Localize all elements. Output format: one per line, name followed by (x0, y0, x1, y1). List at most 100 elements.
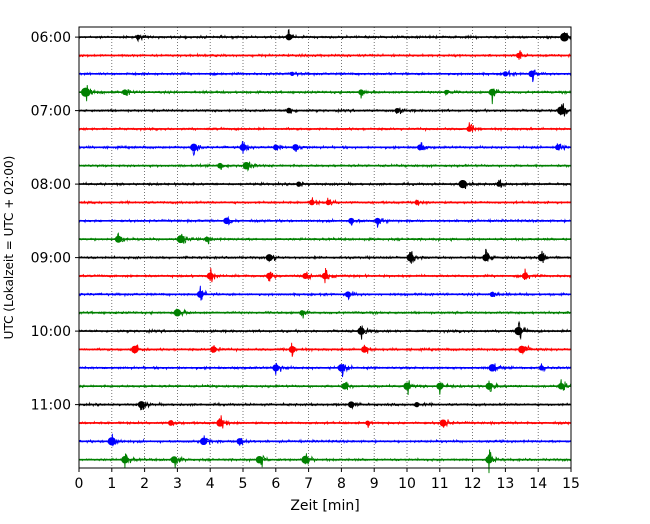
trace-waveform (78, 267, 572, 284)
event-marker (285, 33, 293, 41)
y-tick-label: 10:00 (31, 324, 71, 340)
y-tick-label: 06:00 (31, 30, 71, 46)
event-marker (482, 254, 490, 262)
event-marker (414, 402, 420, 408)
y-axis-ticks: 06:00 07:00 08:00 09:00 10:00 11:00 (31, 30, 79, 414)
trace-row-0715 (78, 122, 572, 133)
event-marker (114, 235, 122, 243)
event-marker (80, 87, 91, 97)
x-axis-ticks: 0 1 2 3 4 5 6 7 8 9 10 11 12 13 14 15 (75, 468, 580, 492)
event-marker (436, 382, 444, 390)
event-marker (485, 382, 493, 390)
seismic-traces (78, 28, 572, 474)
trace-waveform (78, 362, 572, 378)
event-marker (196, 290, 204, 298)
trace-waveform (78, 401, 572, 411)
event-marker (321, 272, 329, 280)
event-marker (301, 455, 310, 464)
trace-row-0900 (78, 248, 572, 264)
trace-row-0830 (78, 215, 572, 228)
x-tick-label: 14 (529, 476, 547, 492)
event-marker (272, 144, 279, 151)
event-marker (557, 382, 565, 390)
event-marker (514, 326, 523, 336)
grid-lines (111, 27, 539, 468)
trace-row-1045 (78, 379, 572, 396)
trace-row-0815 (78, 197, 572, 206)
trace-row-0730 (78, 141, 572, 157)
event-marker (358, 89, 364, 96)
x-tick-label: 12 (464, 476, 482, 492)
event-marker (443, 89, 449, 95)
trace-row-0700 (78, 103, 572, 117)
trace-waveform (78, 379, 572, 396)
event-marker (210, 346, 217, 353)
event-marker (485, 456, 493, 464)
trace-row-1015 (78, 342, 572, 357)
event-marker (347, 401, 355, 408)
x-tick-label: 9 (370, 476, 379, 492)
event-marker (265, 254, 273, 262)
trace-waveform (78, 433, 572, 447)
event-marker (206, 272, 214, 280)
trace-row-0630 (78, 69, 572, 83)
event-marker (286, 107, 292, 114)
trace-row-1100 (78, 401, 572, 411)
x-tick-label: 10 (398, 476, 416, 492)
trace-waveform (78, 285, 572, 301)
event-marker (537, 253, 546, 262)
event-marker (488, 88, 496, 96)
event-marker (239, 143, 247, 151)
event-marker (290, 71, 295, 77)
event-marker (265, 272, 273, 280)
event-marker (302, 272, 309, 280)
event-marker (502, 71, 508, 77)
y-tick-label: 11:00 (31, 398, 71, 414)
event-marker (341, 382, 348, 390)
event-marker (217, 162, 223, 169)
event-marker (560, 32, 569, 42)
x-tick-label: 5 (239, 476, 248, 492)
trace-waveform (78, 308, 572, 319)
trace-waveform (78, 141, 572, 157)
trace-row-1145 (78, 449, 572, 474)
event-marker (528, 70, 535, 78)
event-marker (518, 345, 526, 354)
event-marker (325, 199, 331, 206)
event-marker (173, 309, 182, 317)
trace-waveform (78, 320, 572, 341)
trace-waveform (78, 342, 572, 357)
x-tick-label: 11 (431, 476, 449, 492)
x-tick-label: 2 (140, 476, 149, 492)
trace-row-0645 (78, 85, 572, 105)
event-marker (489, 291, 495, 297)
trace-row-1130 (78, 433, 572, 447)
event-marker (121, 456, 129, 464)
event-marker (538, 365, 545, 371)
trace-row-0745 (78, 161, 572, 172)
event-marker (272, 364, 280, 372)
event-marker (365, 420, 371, 426)
trace-waveform (78, 415, 572, 429)
trace-waveform (78, 85, 572, 105)
trace-row-0945 (78, 308, 572, 319)
event-marker (361, 346, 368, 353)
event-marker (299, 310, 305, 316)
event-marker (496, 181, 502, 187)
event-marker (135, 34, 141, 40)
y-tick-label: 09:00 (31, 251, 71, 267)
event-marker (296, 181, 302, 187)
event-marker (170, 456, 178, 464)
event-marker (337, 364, 346, 372)
trace-waveform (78, 69, 572, 83)
event-marker (204, 236, 210, 242)
trace-waveform (78, 232, 572, 245)
y-tick-label: 07:00 (31, 104, 71, 120)
x-tick-label: 8 (337, 476, 346, 492)
trace-waveform (78, 28, 572, 43)
trace-row-0845 (78, 232, 572, 245)
trace-row-1000 (78, 320, 572, 341)
event-marker (216, 419, 224, 427)
event-marker (131, 345, 139, 354)
